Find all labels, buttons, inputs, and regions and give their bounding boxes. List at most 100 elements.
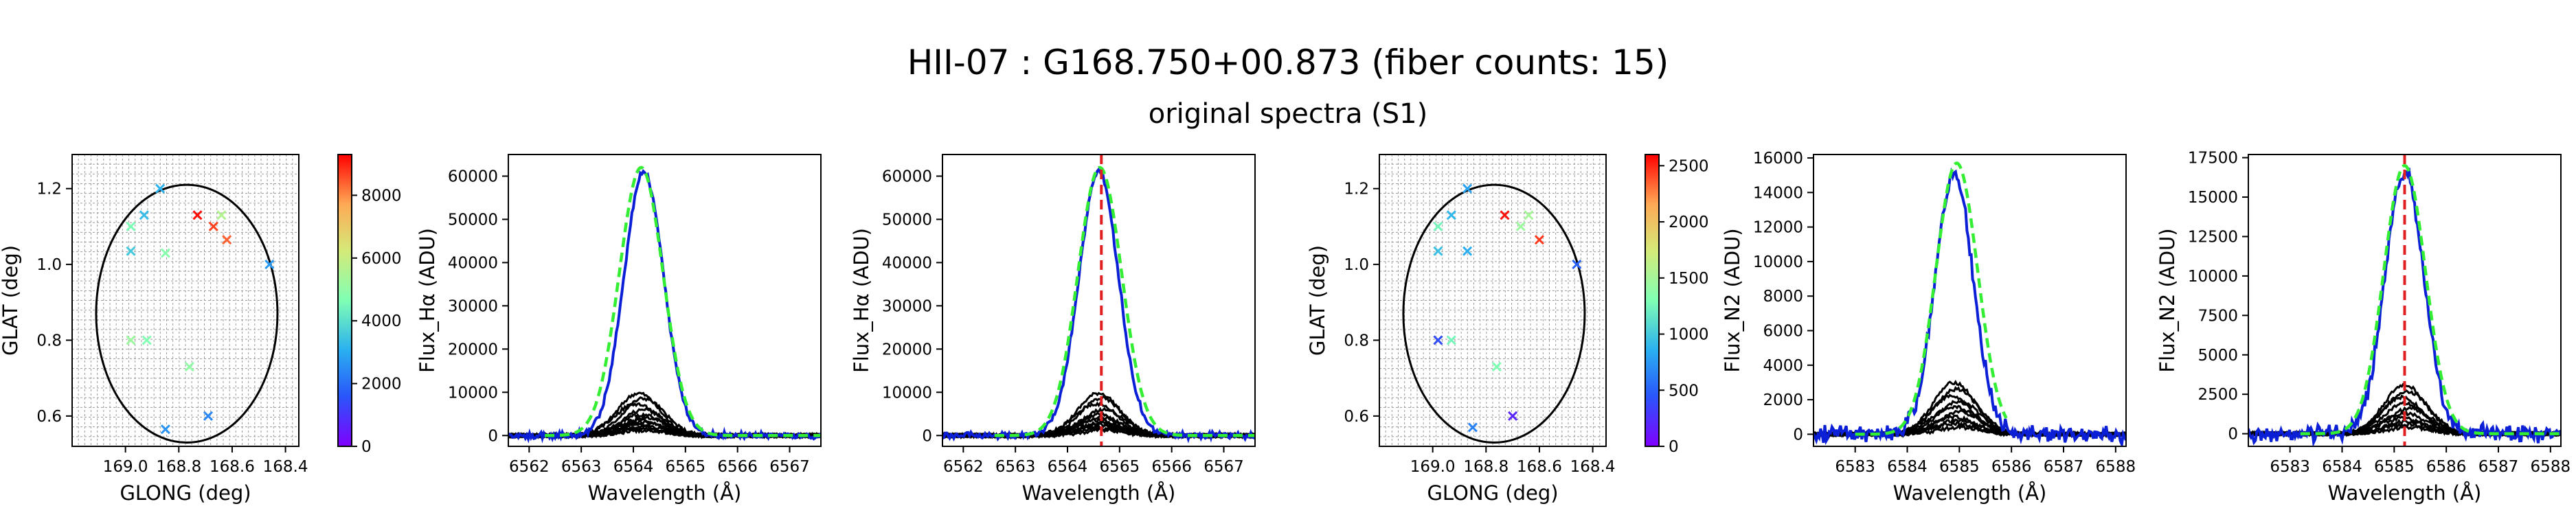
y-tick-label: 1.2 — [1344, 181, 1369, 198]
fiber-marker — [1534, 235, 1545, 245]
colorbar-tick-label: 2500 — [1669, 157, 1709, 175]
y-tick-label: 10000 — [2188, 268, 2238, 286]
x-tick-label: 169.0 — [103, 458, 148, 476]
x-axis-label: Wavelength (Å) — [2328, 481, 2482, 505]
fiber-marker — [160, 248, 170, 258]
gaussian-fit-line — [545, 165, 821, 437]
axes-frame — [2248, 154, 2562, 447]
fiber-marker — [264, 260, 275, 270]
y-tick-label: 8000 — [1763, 288, 1803, 306]
y-axis-label: Flux_N2 (ADU) — [2156, 228, 2179, 372]
x-tick-label: 6566 — [1151, 458, 1192, 476]
figure-subtitle: original spectra (S1) — [1148, 98, 1428, 130]
fiber-marker — [1446, 335, 1456, 345]
colorbar-tick-label: 2000 — [1669, 214, 1709, 231]
x-tick-label: 6586 — [2426, 458, 2467, 476]
x-tick-label: 6583 — [2270, 458, 2310, 476]
y-tick-label: 1.0 — [1344, 256, 1369, 274]
y-axis-label: Flux_Hα (ADU) — [416, 228, 439, 373]
panel-map2: 169.0 168.8 168.6 168.4 0.6 0.8 1.0 1.2 GLONG (d… — [1306, 154, 1709, 505]
colorbar-tick-label: 0 — [1669, 438, 1679, 456]
plot-area — [72, 154, 299, 446]
y-tick-label: 20000 — [448, 341, 498, 358]
x-tick-label: 6565 — [666, 458, 706, 476]
fiber-marker — [1467, 422, 1478, 433]
x-tick-label: 6564 — [1048, 458, 1088, 476]
gaussian-fit-line — [994, 165, 1255, 437]
y-axis-label: GLAT (deg) — [1306, 245, 1329, 356]
x-tick-label: 6585 — [2374, 458, 2415, 476]
fiber-marker — [1572, 260, 1582, 270]
axes-frame — [942, 154, 1256, 447]
panel-map1: 169.0 168.8 168.6 168.4 0.6 0.8 1.0 1.2 GLONG (d… — [0, 154, 402, 505]
x-tick-label: 6587 — [2044, 458, 2084, 476]
x-tick-label: 169.0 — [1410, 458, 1456, 476]
y-tick-label: 30000 — [882, 297, 932, 315]
fiber-marker — [1446, 210, 1456, 220]
aperture-circle — [95, 183, 279, 444]
x-tick-label: 6586 — [1991, 458, 2032, 476]
panels-layer: 169.0 168.8 168.6 168.4 0.6 0.8 1.0 1.2 GLONG (d… — [0, 150, 2571, 505]
y-tick-label: 15000 — [2188, 189, 2238, 207]
panel-spec1: 6562 6563 6564 6565 6566 6567 0 10000 20000 30000… — [416, 154, 822, 505]
y-tick-label: 40000 — [882, 254, 932, 272]
y-tick-label: 20000 — [882, 341, 932, 358]
fiber-marker — [1433, 246, 1443, 256]
fiber-marker — [222, 235, 232, 245]
y-tick-label: 16000 — [1753, 150, 1803, 168]
x-tick-label: 6563 — [995, 458, 1036, 476]
colorbar-tick-label: 0 — [361, 438, 372, 456]
y-tick-label: 17500 — [2188, 150, 2238, 168]
x-tick-label: 6583 — [1835, 458, 1875, 476]
y-tick-label: 0 — [1793, 426, 1803, 444]
gaussian-fit-line — [1855, 161, 2008, 436]
x-tick-label: 6587 — [2478, 458, 2519, 476]
axes-frame — [71, 154, 300, 447]
x-tick-label: 6566 — [717, 458, 758, 476]
y-axis-label: Flux_Hα (ADU) — [850, 228, 873, 373]
y-tick-label: 50000 — [448, 211, 498, 229]
panel-spec3: 6583 6584 6585 6586 6587 6588 0 2000 4000 6000 800… — [1721, 150, 2136, 505]
y-tick-label: 50000 — [882, 211, 932, 229]
x-tick-label: 6567 — [769, 458, 810, 476]
x-tick-label: 168.4 — [1570, 458, 1616, 476]
total-spectrum-line — [508, 169, 821, 444]
y-tick-label: 7500 — [2197, 307, 2238, 325]
total-spectrum-line — [1814, 167, 2126, 446]
colorbar-tick-label: 8000 — [361, 187, 402, 205]
colorbar-tick-label: 1000 — [1669, 326, 1709, 344]
axes-frame — [1813, 154, 2127, 447]
figure-title: HII-07 : G168.750+00.873 (fiber counts: … — [907, 43, 1669, 82]
plot-area — [942, 154, 1255, 446]
y-tick-label: 2000 — [1763, 391, 1803, 409]
x-tick-label: 6584 — [2322, 458, 2362, 476]
y-tick-label: 12500 — [2188, 228, 2238, 246]
colorbar-tick-label: 2000 — [361, 376, 402, 393]
panel-spec2: 6562 6563 6564 6565 6566 6567 0 10000 20000 30000… — [850, 154, 1256, 505]
fiber-marker — [208, 221, 218, 231]
fiber-marker — [1491, 362, 1502, 372]
gaussian-fit-line — [2300, 163, 2561, 435]
y-tick-label: 4000 — [1763, 357, 1803, 375]
x-tick-label: 6588 — [2531, 458, 2571, 476]
fiber-marker — [126, 221, 136, 231]
fiber-marker — [1462, 246, 1473, 256]
colorbar — [1645, 154, 1660, 447]
fiber-marker — [155, 183, 166, 194]
y-tick-label: 60000 — [448, 168, 498, 185]
y-tick-label: 40000 — [448, 254, 498, 272]
y-tick-label: 14000 — [1753, 184, 1803, 202]
y-tick-label: 0.8 — [1344, 332, 1369, 350]
y-tick-label: 1.2 — [36, 181, 62, 198]
y-axis-label: GLAT (deg) — [0, 245, 22, 356]
fiber-marker — [139, 210, 149, 220]
y-tick-label: 0.8 — [36, 332, 62, 350]
x-tick-label: 168.8 — [156, 458, 201, 476]
plot-area — [1379, 154, 1606, 446]
x-tick-label: 6565 — [1100, 458, 1140, 476]
x-axis-label: GLONG (deg) — [120, 481, 251, 505]
x-tick-label: 6562 — [943, 458, 984, 476]
axes-frame — [1379, 154, 1607, 447]
plot-area — [508, 165, 821, 444]
y-tick-label: 30000 — [448, 297, 498, 315]
